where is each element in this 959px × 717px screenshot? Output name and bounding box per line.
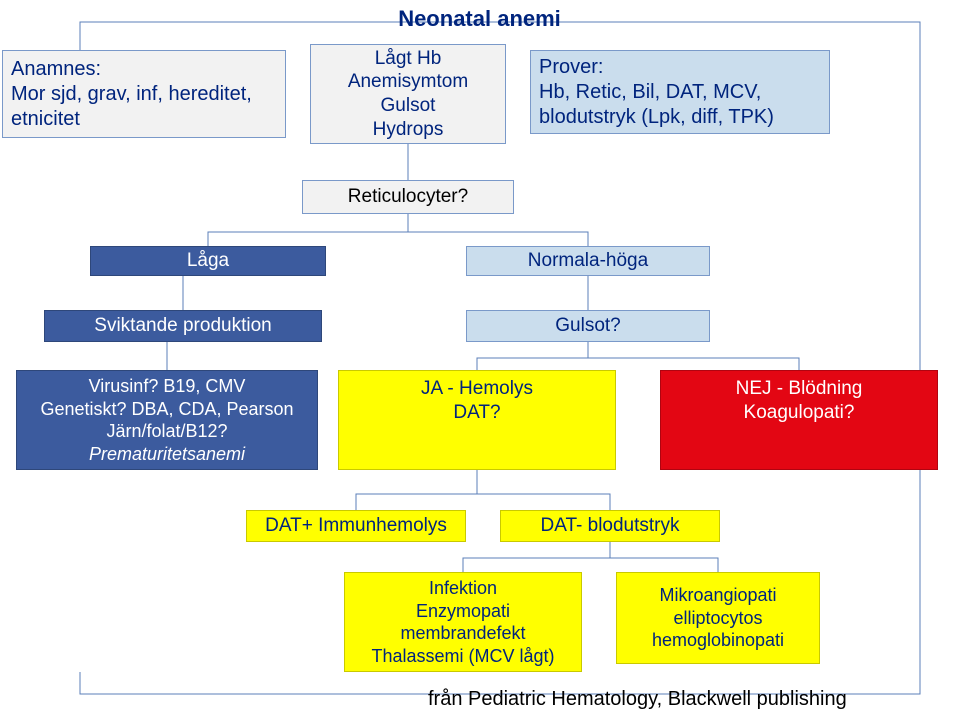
box-symptom: Lågt HbAnemisymtomGulsotHydrops (310, 44, 506, 144)
box-anamnes: Anamnes: Mor sjd, grav, inf, hereditet, … (2, 50, 286, 138)
box-line: Thalassemi (MCV lågt) (371, 645, 554, 668)
box-line: Virusinf? B19, CMV (89, 375, 246, 398)
box-line: elliptocytos (673, 607, 762, 630)
box-line: DAT? (453, 401, 500, 425)
box-line: Mikroangiopati (659, 584, 776, 607)
box-ja-hemolys: JA - HemolysDAT? (338, 370, 616, 470)
diagram-title: Neonatal anemi (0, 6, 959, 32)
box-prover-body: Hb, Retic, Bil, DAT, MCV, blodutstryk (L… (539, 80, 821, 130)
box-line: hemoglobinopati (652, 629, 784, 652)
box-line: Genetiskt? DBA, CDA, Pearson (40, 398, 293, 421)
box-reticulocyter-text: Reticulocyter? (348, 185, 468, 209)
box-prover-heading: Prover: (539, 55, 603, 80)
box-mikroangiopati: Mikroangiopatielliptocytoshemoglobinopat… (616, 572, 820, 664)
box-dat-minus: DAT- blodutstryk (500, 510, 720, 542)
box-line: Enzymopati (416, 600, 510, 623)
box-gulsot: Gulsot? (466, 310, 710, 342)
box-line: Lågt Hb (375, 47, 442, 71)
box-nej-blodning: NEJ - BlödningKoagulopati? (660, 370, 938, 470)
box-dat-minus-text: DAT- blodutstryk (540, 514, 679, 538)
box-sviktande-produktion: Sviktande produktion (44, 310, 322, 342)
box-line: Prematuritetsanemi (89, 443, 245, 466)
box-prover: Prover: Hb, Retic, Bil, DAT, MCV, blodut… (530, 50, 830, 134)
box-anamnes-heading: Anamnes: (11, 57, 101, 82)
box-line: Gulsot (381, 94, 436, 118)
box-line: Infektion (429, 577, 497, 600)
box-laga: Låga (90, 246, 326, 276)
box-anamnes-body: Mor sjd, grav, inf, hereditet, etnicitet (11, 82, 277, 132)
box-line: NEJ - Blödning (736, 377, 863, 401)
box-line: membrandefekt (400, 622, 525, 645)
box-normala-text: Normala-höga (528, 249, 648, 273)
box-line: JA - Hemolys (421, 377, 533, 401)
box-gulsot-text: Gulsot? (555, 314, 620, 338)
box-line: Järn/folat/B12? (106, 420, 227, 443)
box-sviktande-text: Sviktande produktion (94, 314, 271, 338)
box-reticulocyter: Reticulocyter? (302, 180, 514, 214)
box-normala-hoga: Normala-höga (466, 246, 710, 276)
source-credit: från Pediatric Hematology, Blackwell pub… (428, 688, 847, 711)
box-line: Hydrops (373, 118, 444, 142)
box-dat-plus-text: DAT+ Immunhemolys (265, 514, 447, 538)
box-virus: Virusinf? B19, CMVGenetiskt? DBA, CDA, P… (16, 370, 318, 470)
box-line: Koagulopati? (744, 401, 855, 425)
box-infektion: InfektionEnzymopatimembrandefektThalasse… (344, 572, 582, 672)
box-line: Anemisymtom (348, 70, 468, 94)
box-dat-plus: DAT+ Immunhemolys (246, 510, 466, 542)
box-laga-text: Låga (187, 249, 229, 273)
